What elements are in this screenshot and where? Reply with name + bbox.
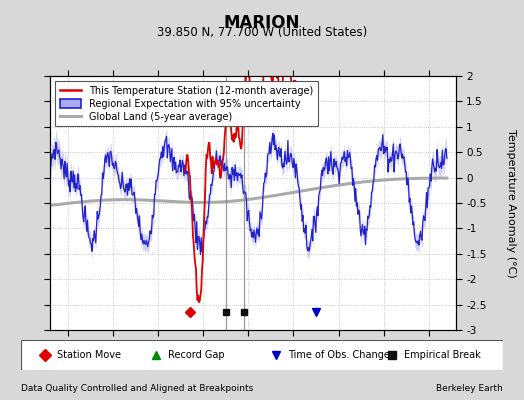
Y-axis label: Temperature Anomaly (°C): Temperature Anomaly (°C) bbox=[506, 129, 516, 277]
Text: Data Quality Controlled and Aligned at Breakpoints: Data Quality Controlled and Aligned at B… bbox=[21, 384, 253, 393]
Text: Empirical Break: Empirical Break bbox=[404, 350, 481, 360]
Text: MARION: MARION bbox=[224, 14, 300, 32]
Text: Time of Obs. Change: Time of Obs. Change bbox=[289, 350, 390, 360]
FancyBboxPatch shape bbox=[21, 340, 503, 370]
Legend: This Temperature Station (12-month average), Regional Expectation with 95% uncer: This Temperature Station (12-month avera… bbox=[54, 81, 318, 126]
Text: 39.850 N, 77.700 W (United States): 39.850 N, 77.700 W (United States) bbox=[157, 26, 367, 39]
Text: Record Gap: Record Gap bbox=[168, 350, 225, 360]
Text: Station Move: Station Move bbox=[57, 350, 121, 360]
Text: Berkeley Earth: Berkeley Earth bbox=[436, 384, 503, 393]
